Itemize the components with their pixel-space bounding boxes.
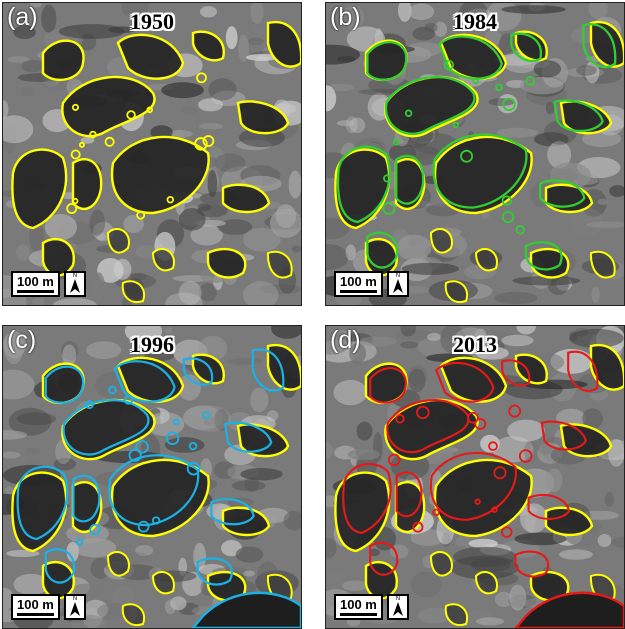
panel-label: (b) bbox=[330, 3, 361, 31]
year-label: 1950 bbox=[130, 9, 174, 34]
scale-label: 100 m bbox=[17, 597, 54, 612]
north-arrow-icon: N bbox=[386, 271, 409, 297]
north-arrow-icon: N bbox=[63, 594, 86, 620]
panel-label: (c) bbox=[7, 326, 37, 354]
panel-d: (d) 2013 100 m N bbox=[325, 325, 625, 629]
scale-label: 100 m bbox=[17, 274, 54, 289]
aerial-image-1984 bbox=[326, 3, 624, 305]
aerial-image-1996 bbox=[3, 326, 301, 628]
scale-label: 100 m bbox=[340, 274, 377, 289]
panel-a: (a) 1950 100 m N bbox=[2, 2, 302, 306]
scale-bar: 100 m N bbox=[11, 594, 86, 620]
scale-bar: 100 m N bbox=[334, 271, 409, 297]
panel-label: (a) bbox=[7, 3, 38, 31]
scale-bar: 100 m N bbox=[11, 271, 86, 297]
aerial-image-1950 bbox=[3, 3, 301, 305]
year-label: 1996 bbox=[130, 332, 174, 357]
year-label: 2013 bbox=[453, 332, 497, 357]
aerial-image-2013 bbox=[326, 326, 624, 628]
scale-label: 100 m bbox=[340, 597, 377, 612]
panel-label: (d) bbox=[330, 326, 361, 354]
panel-c: (c) 1996 100 m N bbox=[2, 325, 302, 629]
year-label: 1984 bbox=[453, 9, 497, 34]
north-arrow-icon: N bbox=[386, 594, 409, 620]
north-arrow-icon: N bbox=[63, 271, 86, 297]
panel-b: (b) 1984 100 m N bbox=[325, 2, 625, 306]
scale-bar: 100 m N bbox=[334, 594, 409, 620]
